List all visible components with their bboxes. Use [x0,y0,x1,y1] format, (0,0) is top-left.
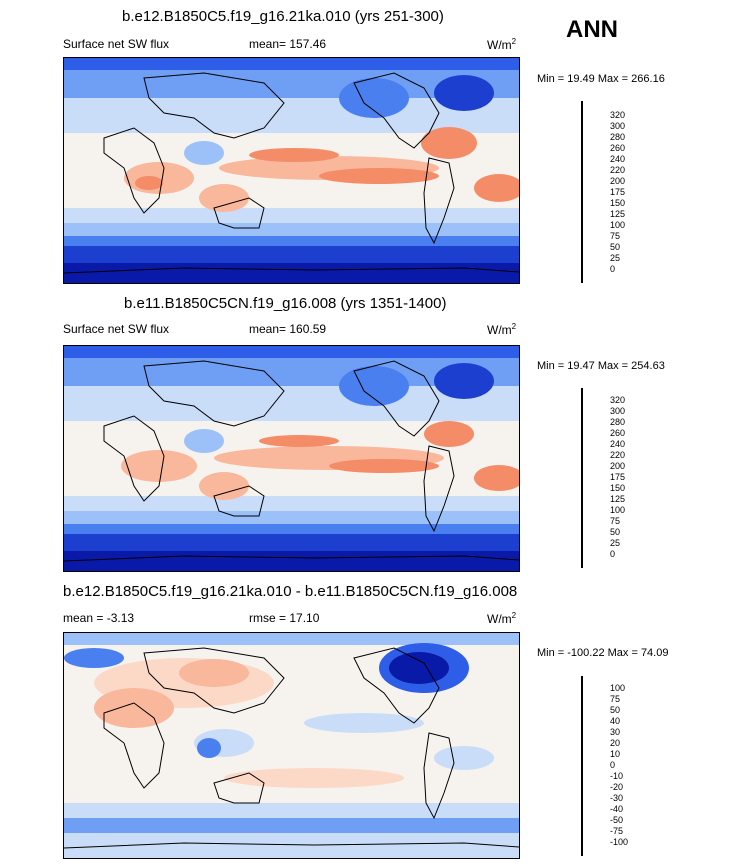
colorbar-2-tick: 200 [610,461,626,471]
colorbar-3-tick: -10 [610,771,624,781]
colorbar-2-tick: 150 [610,483,626,493]
colorbar-3-tick: -50 [610,815,624,825]
colorbar-2-tick: 280 [610,417,626,427]
panel-1-map [63,57,520,284]
panel-3-rmse-label: rmse = 17.10 [249,611,320,625]
colorbar-2-tick: 50 [610,527,621,537]
panel-1-variable-label: Surface net SW flux [63,37,170,51]
panel-1-units: W/m2 [487,37,517,52]
colorbar-1-swatch [581,266,583,283]
colorbar-3-tick: -100 [610,837,629,847]
colorbar-2-swatch [581,553,583,568]
colorbar-1-tick: 300 [610,121,626,131]
colorbar-1-tick: 125 [610,209,626,219]
colorbar-1-tick: 220 [610,165,626,175]
colorbar-1-tick: 280 [610,132,626,142]
colorbar-1-tick: 175 [610,187,626,197]
colorbar-3-tick: 10 [610,749,621,759]
panel-3-map-plot [64,633,519,858]
panel-3-colorbar [581,676,602,856]
panel-1-map-plot [64,58,519,283]
colorbar-1-tick: 0 [610,264,616,274]
panel-2-mean-label: mean= 160.59 [249,322,327,336]
colorbar-3-tick: 20 [610,738,621,748]
colorbar-2-tick: 0 [610,549,616,559]
colorbar-2-tick: 300 [610,406,626,416]
panel-3-map [63,632,520,859]
panel-3-mean-label: mean = -3.13 [63,611,135,625]
colorbar-3-tick: 0 [610,760,616,770]
panel-2-title: b.e11.B1850C5CN.f19_g16.008 (yrs 1351-14… [124,295,447,312]
colorbar-1-tick: 75 [610,231,621,241]
panel-2-variable-label: Surface net SW flux [63,322,170,336]
panel-1-title: b.e12.B1850C5.f19_g16.21ka.010 (yrs 251-… [122,8,444,25]
panel-3-units: W/m2 [487,611,517,626]
panel-1-colorbar [581,101,602,283]
colorbar-2-tick: 220 [610,450,626,460]
colorbar-3-swatch [581,841,583,856]
colorbar-1-tick: 50 [610,242,621,252]
panel-2-map-plot [64,346,519,571]
colorbar-2-tick: 75 [610,516,621,526]
colorbar-1-tick: 200 [610,176,626,186]
colorbar-3-tick: 50 [610,705,621,715]
colorbar-3-tick: -75 [610,826,624,836]
colorbar-3-tick: -40 [610,804,624,814]
colorbar-3-tick: 30 [610,727,621,737]
colorbar-2-tick: 100 [610,505,626,515]
colorbar-1-tick: 260 [610,143,626,153]
panel-3-title: b.e12.B1850C5.f19_g16.21ka.010 - b.e11.B… [63,583,518,600]
panel-2-colorbar [581,388,602,568]
colorbar-3-tick: 40 [610,716,621,726]
colorbar-2-tick: 240 [610,439,626,449]
colorbar-3-tick: -20 [610,782,624,792]
colorbar-3-tick: -30 [610,793,624,803]
colorbar-2-tick: 25 [610,538,621,548]
colorbar-2-tick: 175 [610,472,626,482]
panel-3-min-max: Min = -100.22 Max = 74.09 [537,647,669,659]
season-label: ANN [566,16,618,43]
panel-2-units: W/m2 [487,322,517,337]
colorbar-1-tick: 240 [610,154,626,164]
colorbar-3-tick: 75 [610,694,621,704]
colorbar-2-tick: 320 [610,395,626,405]
panel-2-map [63,345,520,572]
colorbar-1-tick: 150 [610,198,626,208]
colorbar-2-tick: 260 [610,428,626,438]
panel-1-mean-label: mean= 157.46 [249,37,327,51]
colorbar-1-tick: 320 [610,110,626,120]
colorbar-1-tick: 100 [610,220,626,230]
colorbar-3-tick: 100 [610,683,626,693]
panel-1-min-max: Min = 19.49 Max = 266.16 [537,73,665,85]
panel-2-min-max: Min = 19.47 Max = 254.63 [537,360,665,372]
colorbar-2-tick: 125 [610,494,626,504]
colorbar-1-tick: 25 [610,253,621,263]
